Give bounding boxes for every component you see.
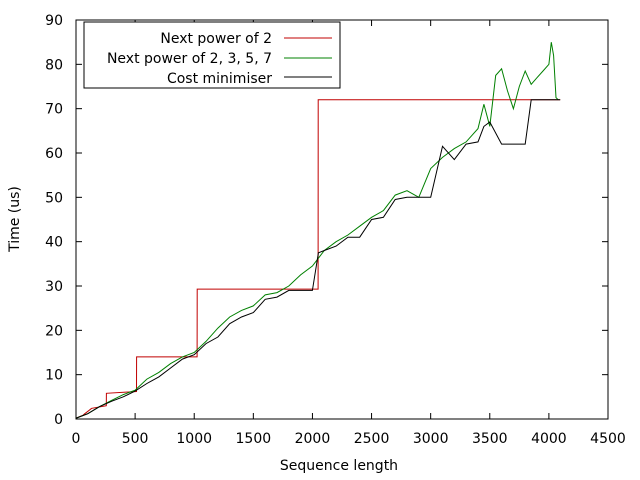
legend-label-cost-minimiser: Cost minimiser xyxy=(167,71,272,87)
y-tick-label-7: 70 xyxy=(45,102,63,118)
ticks: 0 500 1000 1500 2000 2500 3000 3500 4000 4500 0 10 2… xyxy=(45,13,626,447)
series-line-cost-minimiser xyxy=(76,99,561,419)
series-line-next-power-2357 xyxy=(76,42,559,419)
y-tick-label-9: 90 xyxy=(45,13,63,29)
series-line-next-power-of-2 xyxy=(76,99,561,419)
x-tick-label-5: 2500 xyxy=(354,431,390,447)
x-tick-label-1: 500 xyxy=(122,431,149,447)
y-tick-label-4: 40 xyxy=(45,235,63,251)
x-tick-label-4: 2000 xyxy=(295,431,331,447)
legend-label-next-power-of-2: Next power of 2 xyxy=(160,31,272,47)
x-tick-label-7: 3500 xyxy=(472,431,508,447)
x-tick-label-0: 0 xyxy=(72,431,81,447)
y-tick-label-8: 80 xyxy=(45,57,63,73)
legend: Next power of 2 Next power of 2, 3, 5, 7… xyxy=(83,21,341,89)
x-tick-label-3: 1500 xyxy=(236,431,272,447)
y-tick-label-0: 0 xyxy=(54,412,63,428)
y-tick-label-3: 30 xyxy=(45,279,63,295)
y-tick-label-1: 10 xyxy=(45,368,63,384)
legend-label-next-power-2357: Next power of 2, 3, 5, 7 xyxy=(107,51,272,67)
y-tick-label-5: 50 xyxy=(45,190,63,206)
x-tick-label-8: 4000 xyxy=(531,431,567,447)
y-tick-label-6: 60 xyxy=(45,146,63,162)
x-tick-label-9: 4500 xyxy=(590,431,626,447)
plot-frame xyxy=(75,19,609,420)
x-tick-label-2: 1000 xyxy=(176,431,212,447)
y-axis-title: Time (us) xyxy=(7,186,23,253)
x-tick-label-6: 3000 xyxy=(413,431,449,447)
series-lines xyxy=(76,42,561,419)
y-tick-label-2: 20 xyxy=(45,323,63,339)
x-axis-title: Sequence length xyxy=(280,458,398,474)
